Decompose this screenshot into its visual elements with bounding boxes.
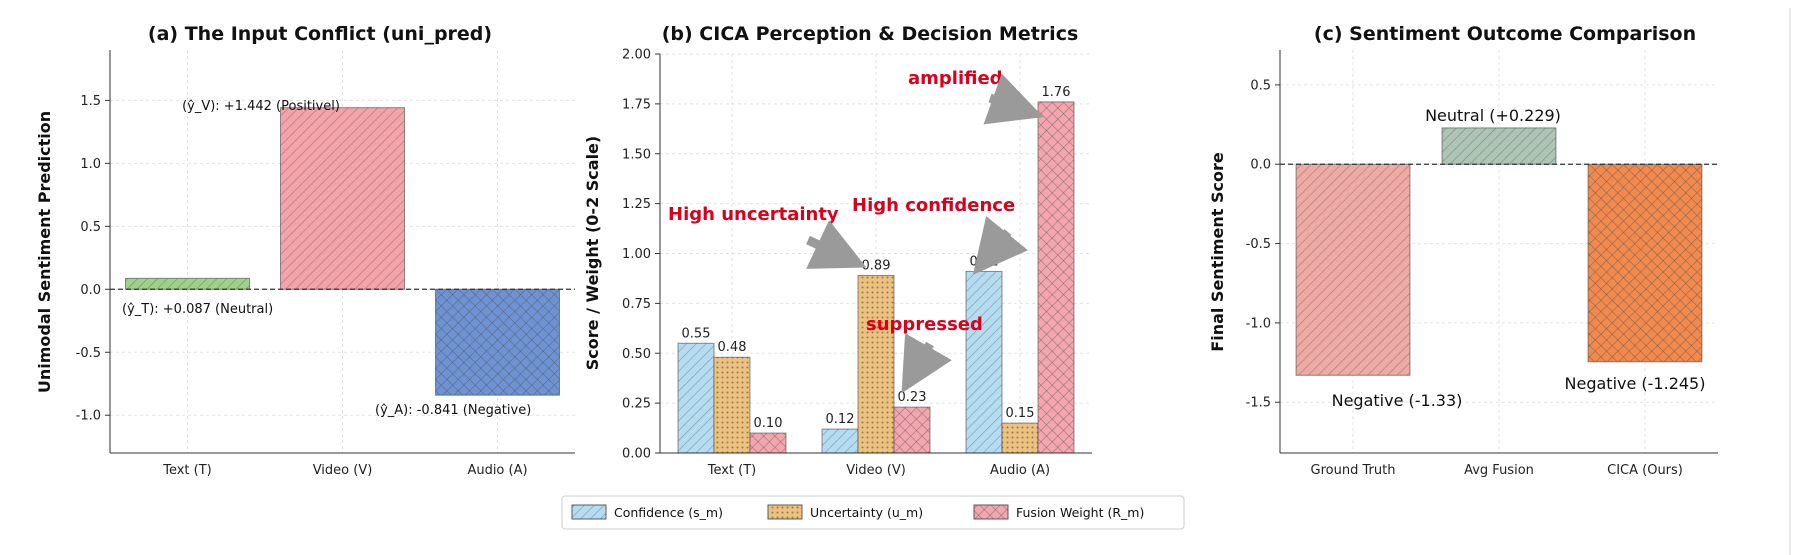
bar-audio-a-hatch	[435, 288, 560, 396]
arrow-high-confidence	[972, 216, 1028, 275]
y-tick-label: 0.00	[622, 447, 651, 462]
panel-c-bars	[1295, 127, 1703, 376]
panel-a-bars	[125, 107, 560, 396]
y-tick-label: -1.5	[1246, 396, 1271, 411]
y-tick-label: 2.00	[622, 48, 651, 63]
annotation-avg-fusion: Neutral (+0.229)	[1425, 106, 1561, 125]
x-tick-cica-ours: CICA (Ours)	[1607, 463, 1683, 478]
panel-a-ylabel: Unimodal Sentiment Prediction	[35, 111, 54, 393]
arrow-suppressed	[901, 333, 952, 394]
panel-b: (b) CICA Perception & Decision Metrics 0…	[561, 23, 1185, 530]
y-tick-label: 0.25	[622, 397, 651, 412]
value-label-uncertainty-u-m-audio-a: 0.15	[1006, 406, 1035, 421]
y-tick-label: 0.0	[1250, 158, 1271, 173]
legend-frame	[561, 495, 1185, 530]
x-tick-text-t: Text (T)	[162, 463, 212, 478]
y-tick-label: 0.75	[622, 297, 651, 312]
panel-c-x-ticks: Ground Truth Avg Fusion CICA (Ours)	[1311, 463, 1683, 478]
value-label-fusion-weight-r-m-text-t: 0.10	[754, 416, 783, 431]
panel-c-title: (c) Sentiment Outcome Comparison	[1314, 23, 1696, 45]
legend-swatch-hatch-uncertainty-u-m	[767, 504, 803, 520]
x-tick-video-v: Video (V)	[313, 463, 373, 478]
y-tick-label: 1.5	[80, 94, 101, 109]
value-label-confidence-s-m-text-t: 0.55	[682, 326, 711, 341]
bar-confidence-s-m-video-v-hatch	[821, 428, 859, 454]
panel-c-ylabel: Final Sentiment Score	[1208, 152, 1227, 352]
x-tick-audio-a: Audio (A)	[467, 463, 527, 478]
panel-a-x-ticks: Text (T) Video (V) Audio (A)	[162, 463, 527, 478]
arrow-high-uncertainty	[806, 220, 867, 269]
y-tick-label: -0.5	[1246, 237, 1271, 252]
bar-fusion-weight-r-m-video-v-hatch	[893, 406, 931, 454]
y-tick-label: 1.75	[622, 97, 651, 112]
bar-uncertainty-u-m-audio-a-hatch	[1001, 422, 1039, 454]
annotation-high-uncertainty: High uncertainty	[668, 204, 839, 225]
panel-b-y-ticks: 0.00 0.25 0.50 0.75 1.00 1.25 1.50 1.75 2.00	[622, 48, 660, 462]
value-label-confidence-s-m-audio-a: 0.91	[970, 254, 999, 269]
y-tick-label: 0.50	[622, 347, 651, 362]
panel-b-title: (b) CICA Perception & Decision Metrics	[662, 23, 1079, 45]
legend-uncertainty: Uncertainty (u_m)	[810, 505, 923, 520]
panel-b-ylabel: Score / Weight (0-2 Scale)	[583, 136, 602, 370]
bar-video-v-hatch	[280, 107, 405, 290]
panel-a-y-ticks: -1.0 -0.5 0.0 0.5 1.0 1.5	[76, 94, 110, 424]
y-tick-label: 1.00	[622, 247, 651, 262]
legend-fusion-weight: Fusion Weight (R_m)	[1016, 505, 1144, 520]
bar-fusion-weight-r-m-audio-a-hatch	[1037, 101, 1075, 454]
value-label-fusion-weight-r-m-audio-a: 1.76	[1042, 85, 1071, 100]
y-tick-label: 0.5	[80, 220, 101, 235]
panel-a-title: (a) The Input Conflict (uni_pred)	[148, 23, 492, 45]
annotation-suppressed: suppressed	[866, 314, 983, 335]
bar-avg-fusion-hatch	[1441, 127, 1557, 165]
legend-confidence: Confidence (s_m)	[614, 505, 723, 520]
bar-uncertainty-u-m-video-v-hatch	[857, 274, 895, 454]
y-tick-label: 0.5	[1250, 78, 1271, 93]
value-label-uncertainty-u-m-video-v: 0.89	[862, 258, 891, 273]
bar-ground-truth-hatch	[1295, 163, 1411, 376]
y-tick-label: 1.50	[622, 147, 651, 162]
bar-uncertainty-u-m-text-t-hatch	[713, 356, 751, 454]
legend-swatch-hatch-confidence-s-m	[571, 504, 607, 520]
x-tick-video-v: Video (V)	[846, 463, 906, 478]
y-tick-label: -0.5	[76, 346, 101, 361]
panel-b-legend: Confidence (s_m) Uncertainty (u_m) Fusio…	[561, 495, 1185, 530]
panel-b-x-ticks: Text (T) Video (V) Audio (A)	[707, 463, 1050, 478]
y-tick-label: 1.0	[80, 157, 101, 172]
x-tick-audio-a: Audio (A)	[990, 463, 1050, 478]
y-tick-label: -1.0	[76, 409, 101, 424]
y-tick-label: 0.0	[80, 283, 101, 298]
legend-swatch-hatch-fusion-weight-r-m	[973, 504, 1009, 520]
x-tick-ground-truth: Ground Truth	[1311, 463, 1396, 478]
annotation-ground-truth: Negative (-1.33)	[1332, 391, 1463, 410]
value-label-fusion-weight-r-m-video-v: 0.23	[898, 390, 927, 405]
annotation-audio: (ŷ_A): -0.841 (Negative)	[375, 403, 531, 418]
bar-confidence-s-m-audio-a-hatch	[965, 270, 1003, 454]
bar-cica-ours-hatch	[1587, 163, 1703, 363]
x-tick-avg-fusion: Avg Fusion	[1464, 463, 1534, 478]
bar-text-t-hatch	[125, 277, 250, 290]
x-tick-text-t: Text (T)	[707, 463, 757, 478]
panel-a: (a) The Input Conflict (uni_pred) -1.0 -0…	[35, 23, 575, 478]
annotation-video: (ŷ_V): +1.442 (Positivel)	[182, 99, 340, 114]
annotation-cica: Negative (-1.245)	[1565, 374, 1706, 393]
panel-b-bars	[677, 101, 1075, 454]
y-tick-label: 1.25	[622, 197, 651, 212]
value-label-confidence-s-m-video-v: 0.12	[826, 412, 855, 427]
panel-c: (c) Sentiment Outcome Comparison -1.5-1.…	[1208, 23, 1718, 478]
annotation-text: (ŷ_T): +0.087 (Neutral)	[122, 302, 273, 317]
annotation-amplified: amplified	[908, 68, 1003, 89]
y-tick-label: -1.0	[1246, 316, 1271, 331]
value-label-uncertainty-u-m-text-t: 0.48	[718, 340, 747, 355]
panel-c-y-ticks: -1.5 -1.0 -0.5 0.0 0.5	[1246, 78, 1280, 411]
bar-confidence-s-m-text-t-hatch	[677, 342, 715, 454]
annotation-high-confidence: High confidence	[852, 195, 1015, 216]
arrow-amplified	[983, 73, 1044, 125]
bar-fusion-weight-r-m-text-t-hatch	[749, 432, 787, 454]
